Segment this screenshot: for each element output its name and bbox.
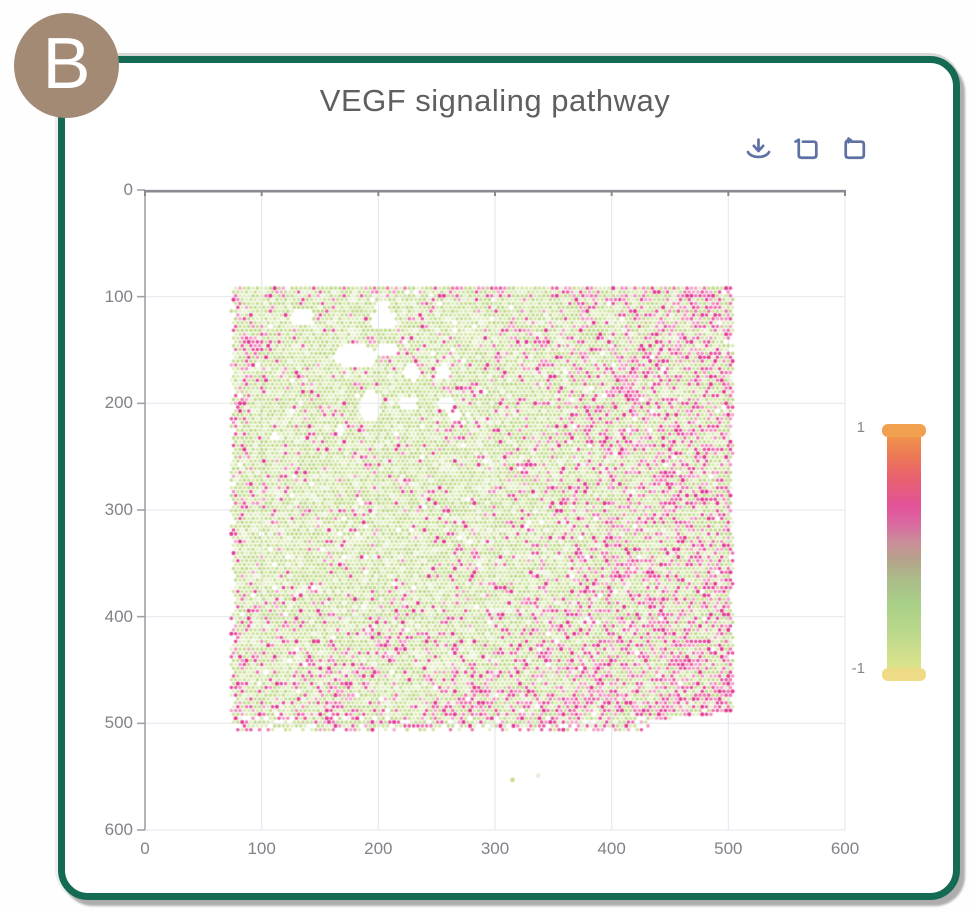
- colorbar: [882, 424, 926, 681]
- panel-label: B: [42, 23, 91, 104]
- spatial-spots-canvas: [145, 190, 845, 830]
- download-image-button[interactable]: [743, 135, 774, 166]
- y-tick-label: 500: [104, 713, 133, 733]
- colorbar-gradient: [887, 437, 921, 668]
- colorbar-handle-max[interactable]: [882, 424, 926, 437]
- scatter-plot-area: [137, 189, 846, 831]
- x-tick-label: 300: [480, 839, 510, 858]
- y-axis-tick-labels: 0 100 200 300 400 500 600: [69, 180, 133, 839]
- x-tick-label: 0: [140, 839, 150, 858]
- y-tick-label: 600: [104, 820, 133, 839]
- x-tick-label: 100: [247, 839, 276, 858]
- y-tick-label: 300: [104, 500, 133, 519]
- y-tick-label: 100: [104, 286, 133, 306]
- chart-card: VEGF signaling pathway: [58, 56, 960, 900]
- y-tick-label: 0: [123, 180, 133, 199]
- y-tick-label: 200: [104, 393, 133, 413]
- chart-title: VEGF signaling pathway: [319, 83, 671, 118]
- y-tick-label: 400: [104, 606, 133, 626]
- download-icon: [746, 138, 771, 159]
- x-axis-tick-labels: 0 100 200 300 400 500 600: [140, 839, 859, 863]
- colorbar-min-label: -1: [851, 660, 865, 677]
- box-select-button[interactable]: [791, 135, 822, 166]
- x-tick-label: 200: [364, 839, 393, 858]
- x-tick-label: 500: [714, 839, 743, 858]
- x-tick-label: 600: [830, 839, 860, 858]
- box-select-icon: [794, 138, 818, 160]
- restore-icon: [844, 137, 866, 160]
- panel-label-badge: B: [14, 13, 119, 118]
- colorbar-handle-min[interactable]: [882, 668, 926, 681]
- x-tick-label: 400: [597, 839, 626, 858]
- restore-button[interactable]: [839, 135, 870, 166]
- colorbar-max-label: 1: [856, 419, 865, 436]
- chart-toolbar: [743, 135, 870, 166]
